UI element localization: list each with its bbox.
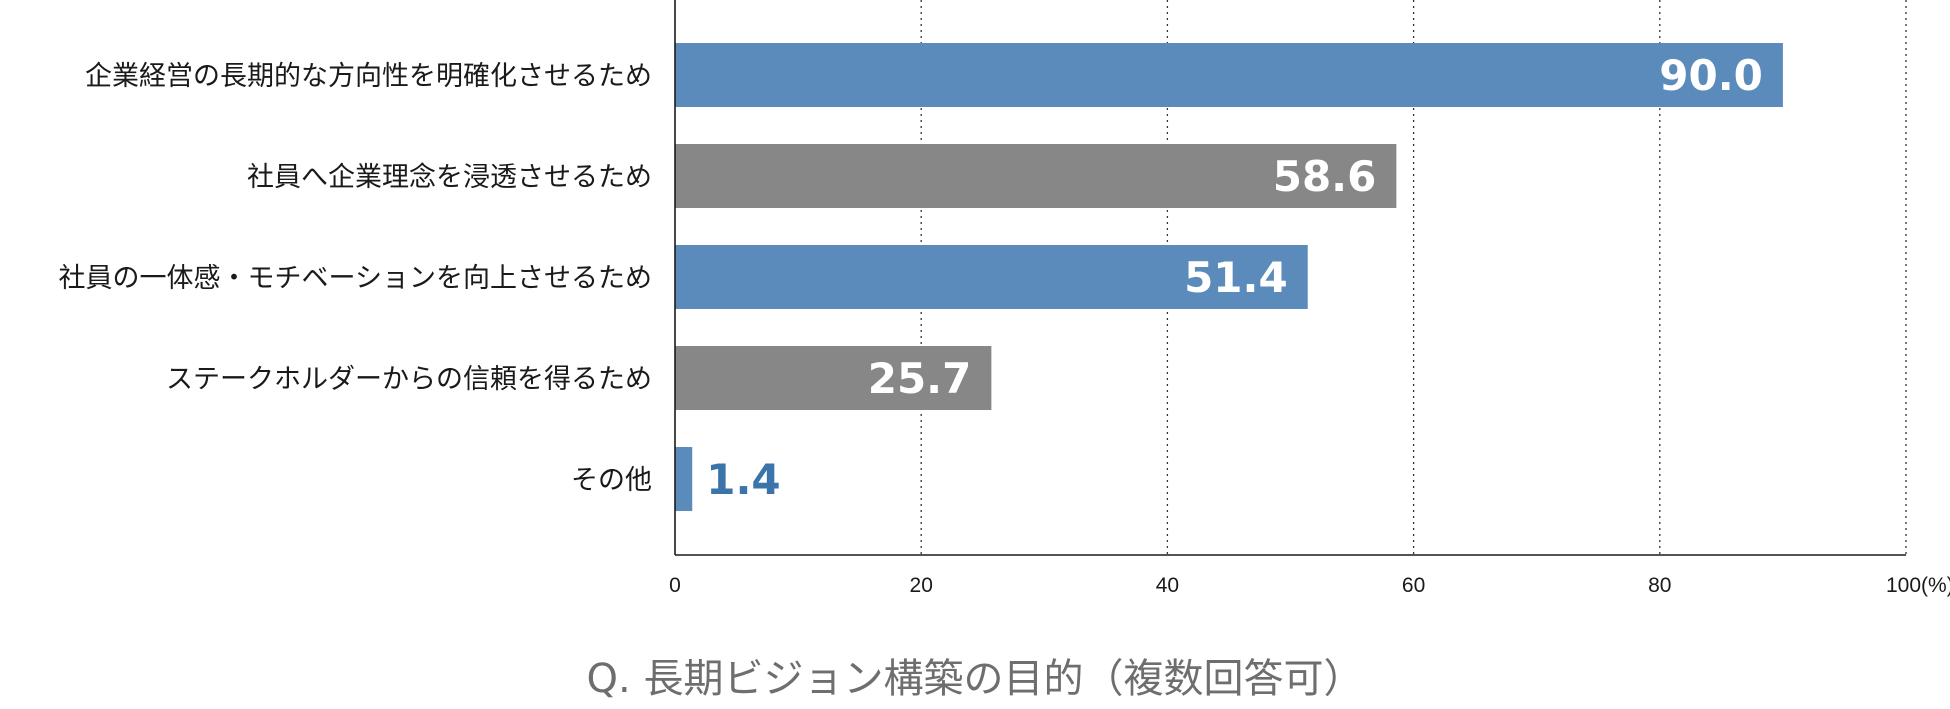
category-label: 社員へ企業理念を浸透させるため xyxy=(247,162,652,193)
category-label: その他 xyxy=(571,465,652,496)
value-label: 1.4 xyxy=(706,455,780,504)
x-tick-label: 20 xyxy=(910,574,933,597)
value-label: 58.6 xyxy=(1273,152,1377,201)
category-label: 企業経営の長期的な方向性を明確化させるため xyxy=(85,61,652,92)
axes xyxy=(674,0,1906,556)
value-label: 25.7 xyxy=(868,354,972,403)
bar xyxy=(675,43,1783,107)
labels: 0 20 40 60 80 100(%) 企業経営の長期的な方向性を明確化させるため 90.0… xyxy=(59,51,1950,597)
bar xyxy=(675,346,992,410)
x-tick-label: 100(%) xyxy=(1886,574,1950,597)
bar xyxy=(675,144,1397,208)
value-label: 51.4 xyxy=(1184,253,1288,302)
x-tick-label: 0 xyxy=(669,574,681,597)
bar xyxy=(675,245,1308,309)
category-label: 社員の一体感・モチベーションを向上させるため xyxy=(59,263,652,294)
bars xyxy=(675,43,1783,511)
x-tick-label: 60 xyxy=(1402,574,1425,597)
x-tick-label: 40 xyxy=(1156,574,1179,597)
x-tick-label: 80 xyxy=(1648,574,1671,597)
chart-title: Q. 長期ビジョン構築の目的（複数回答可） xyxy=(587,656,1364,702)
value-label: 90.0 xyxy=(1659,51,1763,100)
category-label: ステークホルダーからの信頼を得るため xyxy=(166,364,652,395)
bar xyxy=(675,447,693,511)
